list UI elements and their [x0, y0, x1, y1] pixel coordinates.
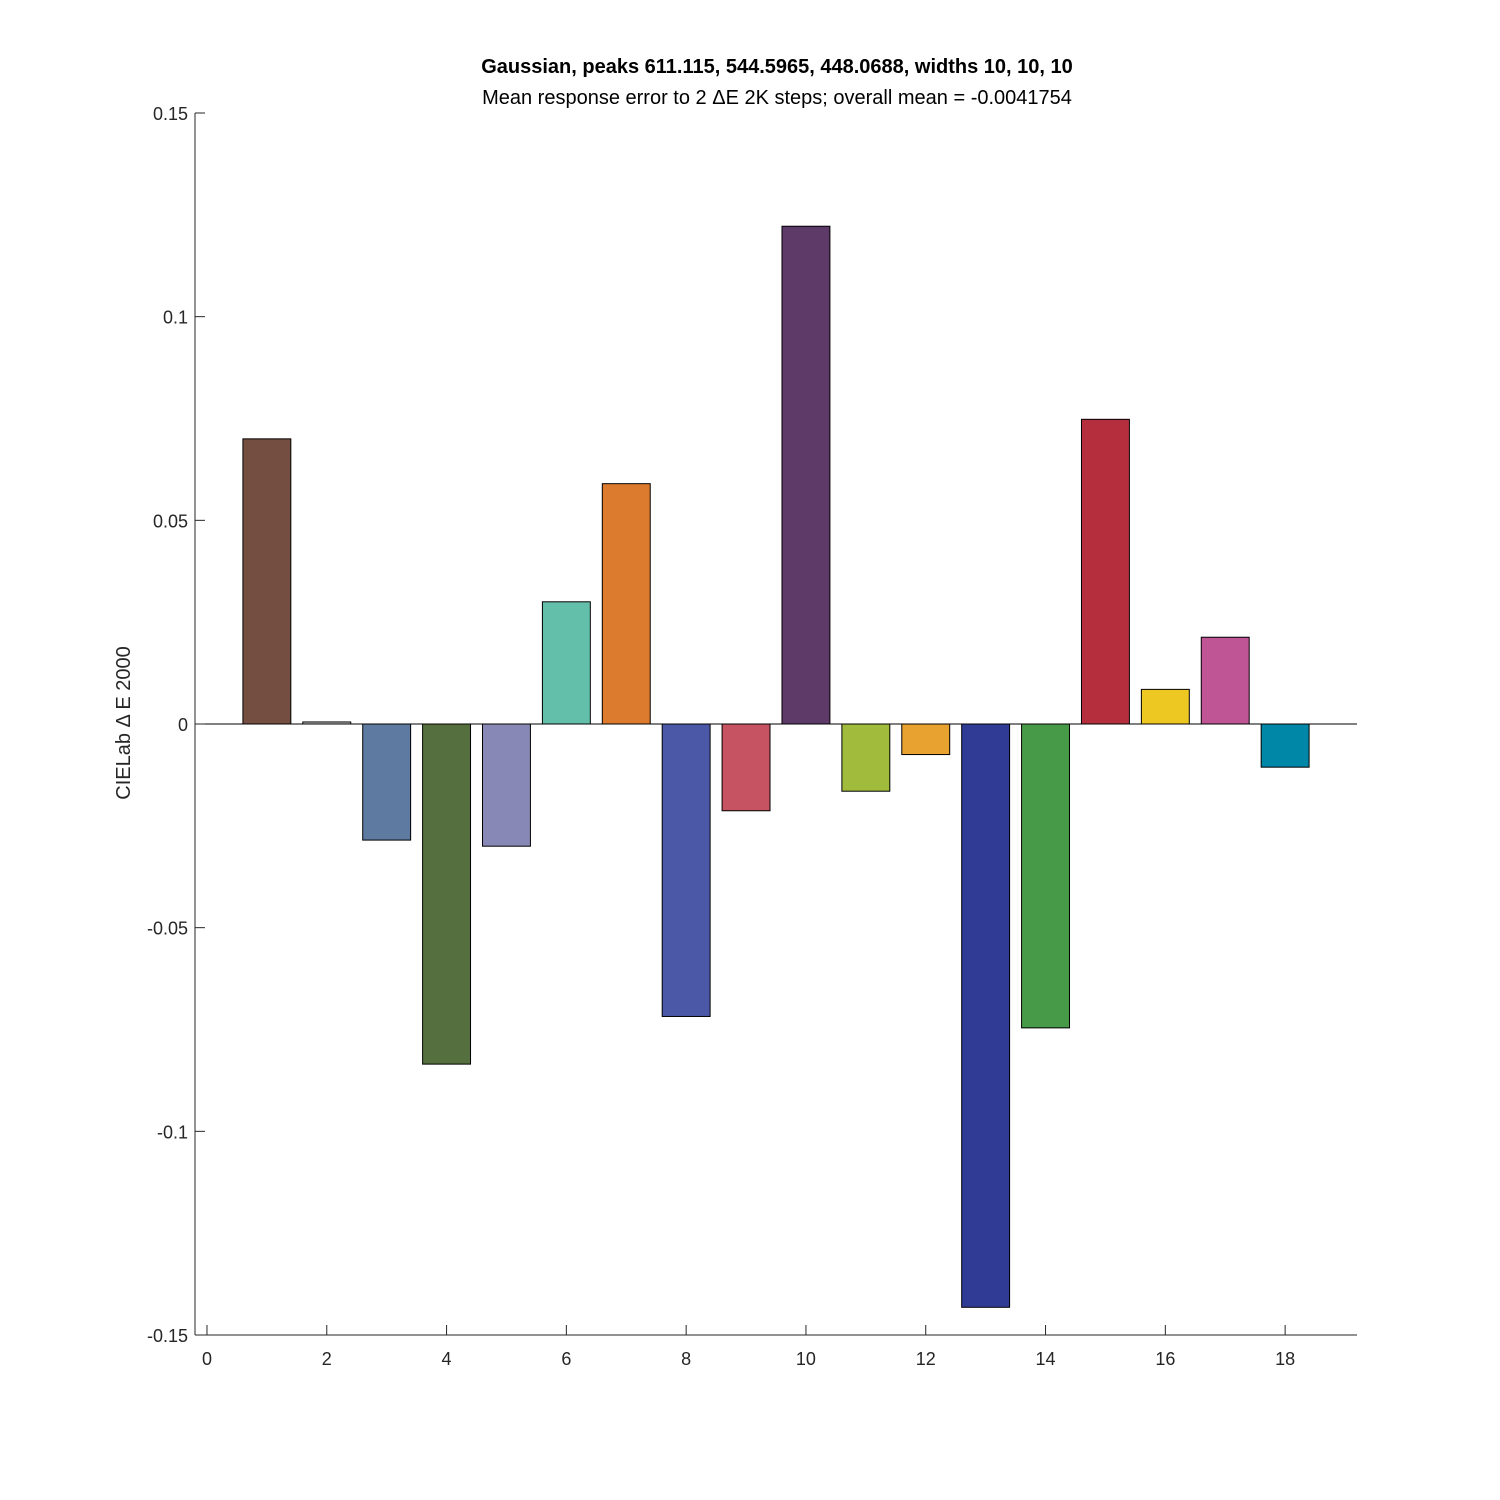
- y-axis-label: CIELab Δ E 2000: [113, 646, 135, 799]
- x-tick-label: 12: [916, 1349, 936, 1369]
- x-tick-label: 18: [1275, 1349, 1295, 1369]
- y-tick-label: 0: [178, 715, 188, 735]
- bar-9: [721, 723, 771, 812]
- x-tick-label: 10: [796, 1349, 816, 1369]
- bar-3: [362, 723, 412, 841]
- x-tick-label: 4: [442, 1349, 452, 1369]
- y-tick-label: -0.15: [147, 1326, 188, 1346]
- y-tick-label: -0.05: [147, 919, 188, 939]
- bar-18: [1260, 723, 1310, 768]
- x-tick-label: 6: [561, 1349, 571, 1369]
- bar-1: [242, 438, 292, 725]
- bar-14: [1021, 723, 1070, 1029]
- axes-group: -0.15 -0.1 -0.05 0 0.05 0.1 0.15 0 2 4 6 8 10 12 14 16 1…: [147, 104, 1357, 1369]
- bar-11: [841, 723, 891, 792]
- bar-16: [1140, 688, 1190, 725]
- chart-subtitle: Mean response error to 2 ΔE 2K steps; ov…: [482, 87, 1072, 109]
- bar-12: [901, 723, 951, 756]
- y-tick-label: -0.1: [157, 1122, 188, 1142]
- bars-group: [242, 225, 1310, 1308]
- bar-15: [1080, 418, 1130, 725]
- y-tick-label: 0.05: [153, 511, 188, 531]
- chart-title: Gaussian, peaks 611.115, 544.5965, 448.0…: [481, 56, 1073, 78]
- x-tick-label: 14: [1036, 1349, 1056, 1369]
- bar-5: [482, 723, 531, 847]
- bar-13: [961, 723, 1011, 1308]
- x-tick-label: 2: [322, 1349, 332, 1369]
- x-tick-label: 16: [1155, 1349, 1175, 1369]
- y-tick-label: 0.15: [153, 104, 188, 124]
- x-tick-label: 8: [681, 1349, 691, 1369]
- bar-4: [422, 723, 472, 1065]
- bar-7: [601, 483, 651, 725]
- bar-8: [661, 723, 711, 1017]
- bar-10: [781, 225, 831, 725]
- y-tick-label: 0.1: [163, 308, 188, 328]
- bar-6: [541, 601, 591, 725]
- x-tick-label: 0: [202, 1349, 212, 1369]
- bar-17: [1200, 636, 1250, 725]
